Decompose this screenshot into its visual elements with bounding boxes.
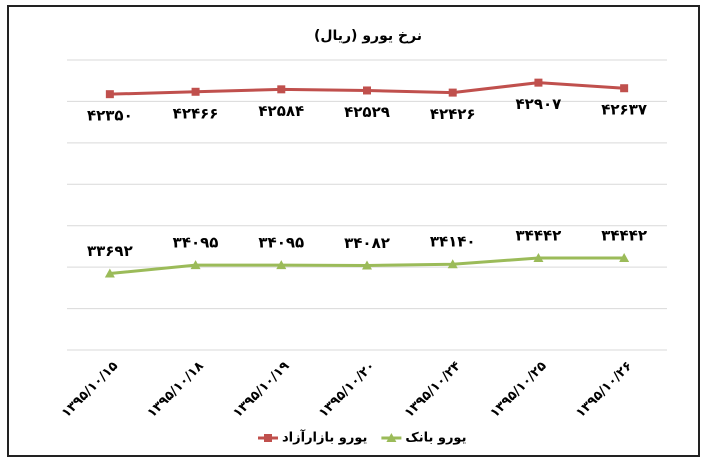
data-label: ۴۲۵۲۹ <box>344 103 390 121</box>
data-label: ۳۴۱۴۰ <box>430 233 476 251</box>
marker <box>448 88 457 97</box>
data-label: ۳۴۰۸۲ <box>344 234 390 252</box>
marker <box>362 260 372 270</box>
marker <box>619 252 630 262</box>
chart-title: نرخ یورو (ریال) <box>314 28 422 44</box>
marker <box>533 252 544 262</box>
marker <box>277 85 286 94</box>
data-label: ۳۴۴۴۲ <box>601 226 647 244</box>
data-label: ۴۲۵۸۴ <box>258 102 304 120</box>
data-label: ۴۲۳۵۰ <box>87 107 133 125</box>
data-label: ۴۲۹۰۷ <box>516 95 562 113</box>
marker <box>190 260 201 270</box>
data-label: ۳۳۶۹۲ <box>87 242 133 260</box>
data-label: ۳۴۰۹۵ <box>173 234 219 252</box>
legend-label: یورو بانک <box>405 431 466 446</box>
marker <box>620 84 629 93</box>
marker <box>191 87 200 96</box>
legend-marker <box>264 434 272 442</box>
data-label: ۴۲۶۳۷ <box>601 101 647 119</box>
marker <box>276 260 287 270</box>
data-label: ۳۴۰۹۵ <box>258 234 304 252</box>
data-label: ۳۴۴۴۲ <box>516 226 562 244</box>
legend-marker <box>386 433 397 442</box>
marker <box>104 268 115 278</box>
legend-label: یورو بازارآزاد <box>282 429 367 446</box>
marker <box>534 78 543 87</box>
data-label: ۴۲۴۶۶ <box>173 104 219 122</box>
marker <box>105 90 114 99</box>
data-label: ۴۲۴۲۶ <box>430 105 476 123</box>
marker <box>363 86 371 95</box>
marker <box>447 259 458 269</box>
chart-frame <box>7 5 700 457</box>
